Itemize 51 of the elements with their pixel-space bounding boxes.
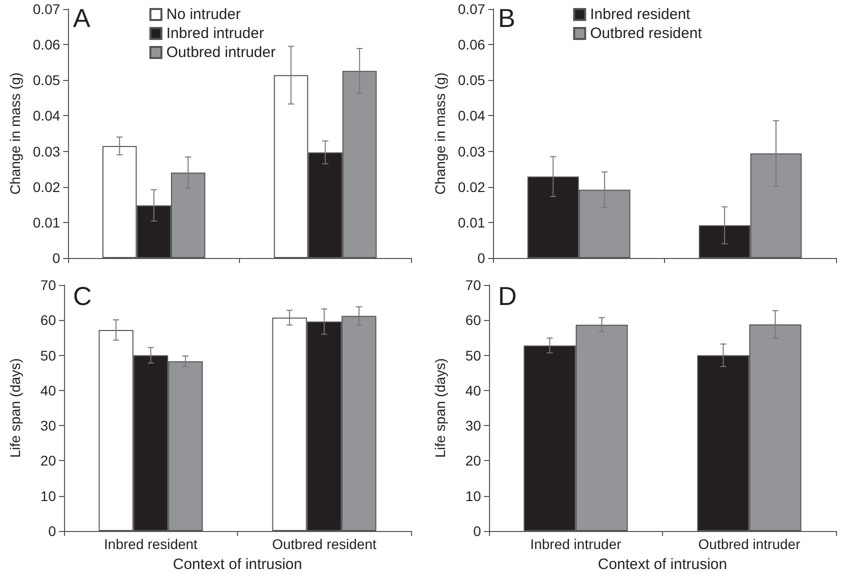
y-tick-label: 0.04 — [458, 108, 486, 124]
y-tick-label: 0.01 — [458, 214, 486, 230]
chart-title: B — [498, 3, 516, 33]
y-tick-label: 0.04 — [32, 108, 60, 124]
y-tick-label: 50 — [40, 347, 56, 364]
y-tick-label: 0.07 — [32, 1, 60, 17]
y-tick-label: 30 — [465, 418, 482, 434]
y-tick-label: 0.03 — [458, 143, 486, 160]
y-tick-label: 20 — [465, 452, 482, 469]
y-tick-label: 30 — [40, 418, 56, 434]
y-tick-label: 0 — [477, 250, 486, 266]
legend-label: Outbred intruder — [166, 44, 276, 61]
y-axis-title: Life span (days) — [7, 358, 23, 458]
y-tick-label: 50 — [465, 347, 482, 364]
x-axis-title: Context of intrusion — [172, 556, 302, 573]
y-tick-label: 0.02 — [458, 178, 486, 195]
y-tick-label: 60 — [40, 312, 56, 328]
y-tick-label: 0 — [48, 523, 56, 539]
y-axis-title: Change in mass (g) — [432, 72, 448, 195]
y-tick-label: 20 — [40, 452, 56, 469]
y-tick-label: 0.02 — [32, 178, 60, 195]
y-tick-label: 60 — [465, 312, 482, 328]
y-tick-label: 10 — [40, 488, 56, 504]
legend-label: Inbred intruder — [166, 25, 264, 42]
y-tick-label: 40 — [465, 382, 482, 398]
x-tick-label: Inbred resident — [104, 536, 198, 552]
chart-title: D — [498, 281, 517, 311]
y-tick-label: 0 — [473, 523, 482, 539]
y-tick-label: 0.03 — [32, 143, 60, 160]
x-tick-label: Inbred intruder — [530, 536, 622, 552]
y-tick-label: 0.07 — [458, 1, 486, 17]
y-tick-label: 10 — [465, 488, 482, 504]
legend-label: Inbred resident — [590, 6, 692, 23]
y-tick-label: 70 — [40, 277, 56, 293]
y-tick-label: 40 — [40, 382, 56, 398]
chart-title: A — [73, 3, 91, 33]
x-tick-label: Outbred resident — [272, 536, 376, 552]
y-tick-label: 0.06 — [458, 36, 486, 53]
y-tick-label: 0.05 — [458, 72, 486, 88]
y-tick-label: 0.05 — [32, 72, 60, 88]
x-axis-title: Context of intrusion — [598, 556, 728, 573]
legend-label: Outbred resident — [590, 25, 703, 42]
y-axis-title: Change in mass (g) — [7, 72, 23, 195]
x-tick-label: Outbred intruder — [698, 536, 801, 552]
legend-label: No intruder — [166, 6, 241, 23]
y-tick-label: 0.01 — [32, 214, 60, 230]
y-tick-label: 0.06 — [32, 36, 60, 53]
y-tick-label: 70 — [465, 277, 482, 293]
chart-title: C — [73, 281, 92, 311]
y-axis-title: Life span (days) — [432, 358, 448, 458]
y-tick-label: 0 — [52, 250, 60, 266]
